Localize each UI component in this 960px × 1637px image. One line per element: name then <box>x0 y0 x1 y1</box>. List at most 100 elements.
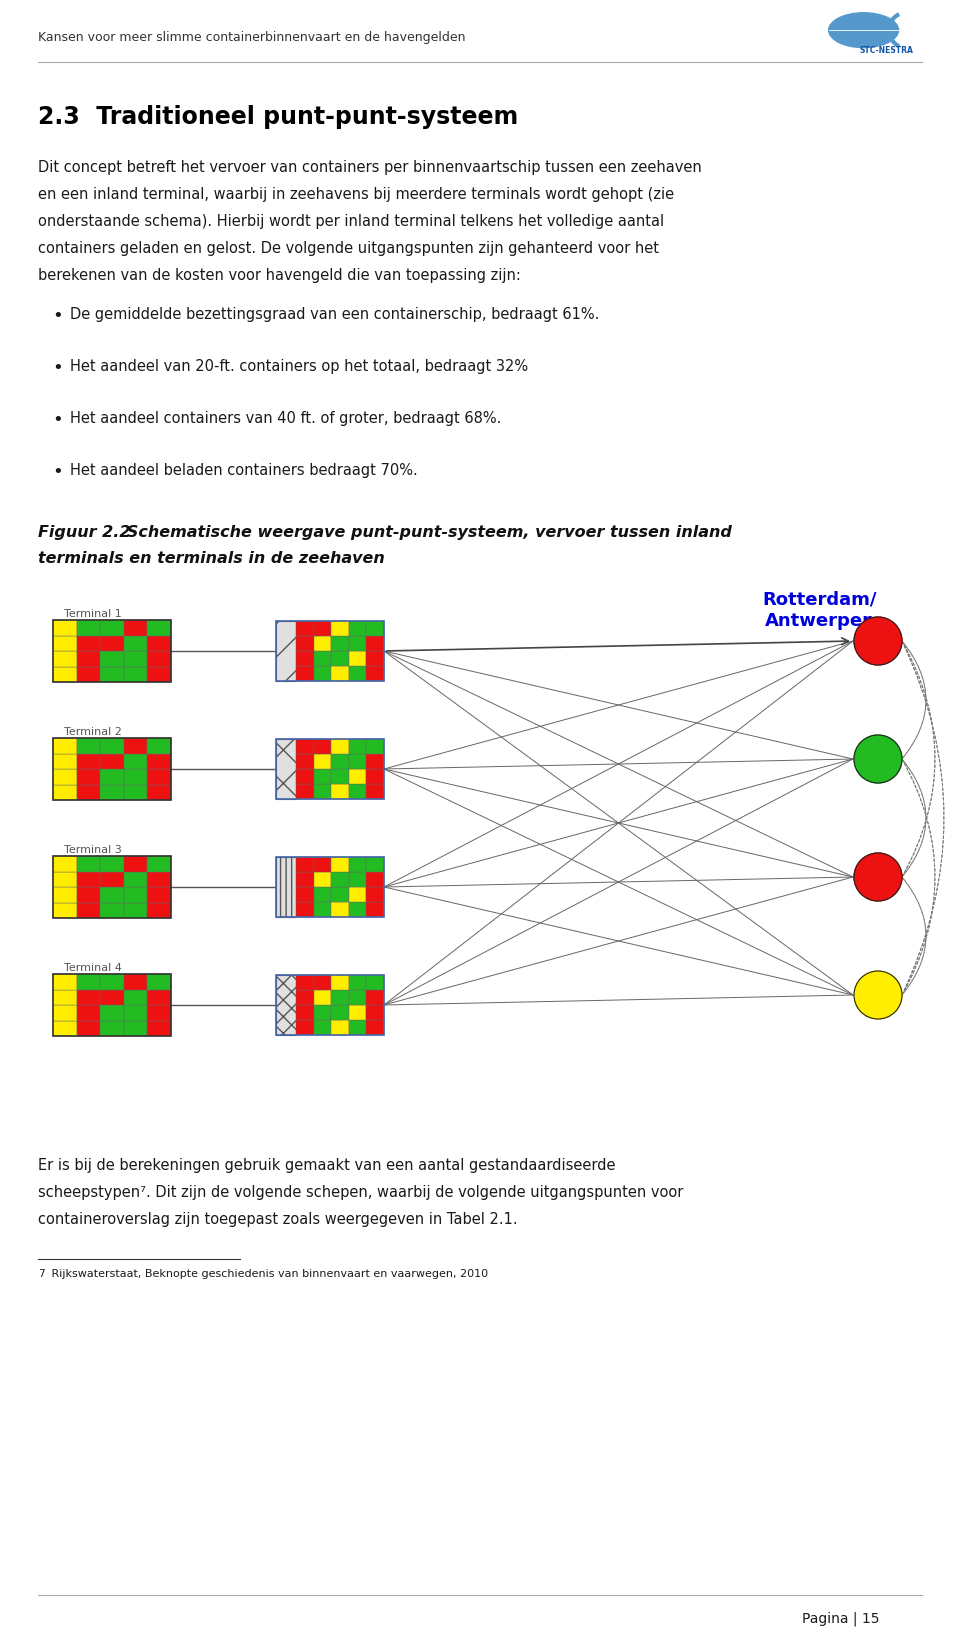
Bar <box>296 738 314 755</box>
Bar <box>314 990 331 1005</box>
Bar <box>331 738 348 755</box>
Bar <box>77 856 100 871</box>
Bar <box>314 620 331 637</box>
Text: •: • <box>52 359 62 377</box>
Bar <box>276 738 296 799</box>
Bar <box>53 902 77 918</box>
Bar <box>331 976 348 990</box>
Bar <box>348 873 367 887</box>
Bar <box>124 974 148 989</box>
Bar <box>148 738 171 753</box>
Bar <box>77 974 100 989</box>
Bar <box>367 784 384 799</box>
Text: Kansen voor meer slimme containerbinnenvaart en de havengelden: Kansen voor meer slimme containerbinnenv… <box>38 31 466 44</box>
Bar <box>100 989 124 1005</box>
Bar <box>348 769 367 784</box>
Bar <box>100 974 124 989</box>
Text: 2.3  Traditioneel punt-punt-systeem: 2.3 Traditioneel punt-punt-systeem <box>38 105 518 129</box>
Bar <box>367 652 384 666</box>
Bar <box>148 974 171 989</box>
Bar <box>148 1020 171 1036</box>
Bar <box>100 1020 124 1036</box>
Bar <box>124 871 148 887</box>
Bar <box>124 620 148 635</box>
Bar <box>124 902 148 918</box>
Bar <box>77 887 100 902</box>
Bar <box>314 755 331 769</box>
Text: terminals en terminals in de zeehaven: terminals en terminals in de zeehaven <box>38 552 385 566</box>
Bar <box>53 620 171 683</box>
Text: Het aandeel van 20-ft. containers op het totaal, bedraagt 32%: Het aandeel van 20-ft. containers op het… <box>70 359 528 373</box>
Bar <box>367 620 384 637</box>
Text: •: • <box>52 411 62 429</box>
Bar <box>348 858 367 873</box>
Bar <box>296 1005 314 1020</box>
Text: Terminal 4: Terminal 4 <box>64 963 122 972</box>
Bar <box>100 856 124 871</box>
Bar <box>331 902 348 917</box>
Bar <box>100 620 124 635</box>
Bar <box>314 637 331 652</box>
Bar <box>348 755 367 769</box>
Text: Het aandeel containers van 40 ft. of groter, bedraagt 68%.: Het aandeel containers van 40 ft. of gro… <box>70 411 501 426</box>
Bar <box>331 769 348 784</box>
Bar <box>331 873 348 887</box>
Bar <box>348 976 367 990</box>
Bar <box>124 1005 148 1020</box>
Text: Rijkswaterstaat, Beknopte geschiedenis van binnenvaart en vaarwegen, 2010: Rijkswaterstaat, Beknopte geschiedenis v… <box>48 1269 488 1278</box>
Bar <box>77 753 100 769</box>
Bar <box>100 769 124 784</box>
Bar <box>331 784 348 799</box>
Bar <box>367 666 384 681</box>
Bar <box>77 620 100 635</box>
Text: De gemiddelde bezettingsgraad van een containerschip, bedraagt 61%.: De gemiddelde bezettingsgraad van een co… <box>70 308 599 322</box>
Bar <box>53 666 77 683</box>
Bar <box>276 620 384 681</box>
Bar <box>100 784 124 800</box>
Bar <box>296 620 314 637</box>
Bar <box>148 902 171 918</box>
Bar <box>53 1005 77 1020</box>
Text: •: • <box>52 463 62 481</box>
Bar <box>148 753 171 769</box>
Bar <box>314 666 331 681</box>
Bar <box>348 784 367 799</box>
Text: STC-NESTRA: STC-NESTRA <box>859 46 913 56</box>
Bar <box>367 990 384 1005</box>
Bar <box>331 990 348 1005</box>
Text: Pagina | 15: Pagina | 15 <box>803 1612 880 1627</box>
Bar <box>124 856 148 871</box>
Bar <box>77 635 100 652</box>
Bar <box>367 858 384 873</box>
Bar <box>276 976 384 1035</box>
Bar <box>296 666 314 681</box>
Bar <box>53 769 77 784</box>
Bar <box>148 652 171 666</box>
Bar <box>53 856 171 918</box>
Bar <box>77 1005 100 1020</box>
Bar <box>53 652 77 666</box>
Bar <box>100 738 124 753</box>
Bar <box>77 1020 100 1036</box>
Bar <box>331 637 348 652</box>
Bar <box>53 871 77 887</box>
Bar <box>367 976 384 990</box>
Bar <box>296 784 314 799</box>
Text: onderstaande schema). Hierbij wordt per inland terminal telkens het volledige aa: onderstaande schema). Hierbij wordt per … <box>38 214 664 229</box>
Bar <box>53 738 171 800</box>
Bar <box>100 753 124 769</box>
Bar <box>124 887 148 902</box>
Bar <box>100 1005 124 1020</box>
Bar <box>53 784 77 800</box>
Bar <box>331 1020 348 1035</box>
Text: Terminal 2: Terminal 2 <box>64 727 122 737</box>
Bar <box>296 887 314 902</box>
Bar <box>276 620 296 681</box>
Bar <box>53 635 77 652</box>
Bar <box>314 769 331 784</box>
Bar <box>314 902 331 917</box>
Bar <box>331 666 348 681</box>
Bar <box>296 873 314 887</box>
Bar <box>100 887 124 902</box>
Bar <box>124 652 148 666</box>
